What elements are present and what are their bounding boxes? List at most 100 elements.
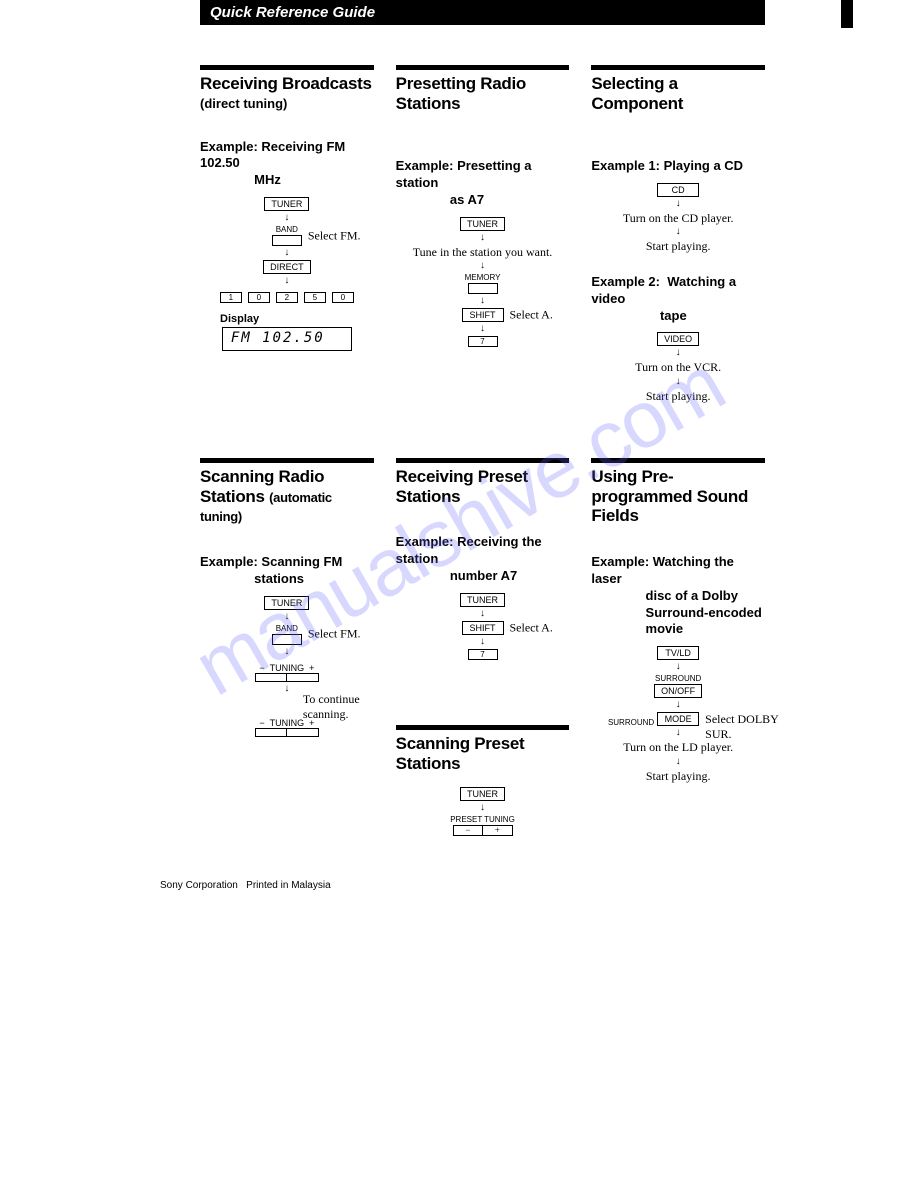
rule: [591, 458, 765, 463]
arrow-icon: ↓: [284, 248, 289, 258]
surround-label: SURROUND: [655, 674, 701, 683]
section-scanning: Scanning RadioStations (automatic tuning…: [200, 458, 374, 836]
arrow-icon: ↓: [480, 296, 485, 306]
arrow-icon: ↓: [676, 199, 681, 209]
start-text: Start playing.: [646, 769, 711, 783]
select-fm-note: Select FM.: [308, 627, 361, 642]
footer: Sony Corporation Printed in Malaysia: [160, 880, 331, 891]
numeric-row: 1 0 2 5 0: [220, 292, 354, 303]
turn-on-text: Turn on the LD player.: [623, 740, 733, 754]
subtitle: [396, 115, 570, 130]
arrow-icon: ↓: [676, 348, 681, 358]
title: Scanning Preset Stations: [396, 734, 570, 773]
title: Selecting a Component: [591, 74, 765, 113]
section-scanning-preset: Scanning Preset Stations TUNER ↓ PRESET …: [396, 725, 570, 836]
digit-button: 0: [332, 292, 354, 303]
row-2: Scanning RadioStations (automatic tuning…: [200, 458, 765, 836]
band-button: [272, 634, 302, 645]
arrow-icon: ↓: [284, 612, 289, 622]
flow: TUNER ↓ BAND Select FM. ↓ DIRECT ↓ 1 0 2: [200, 197, 374, 351]
section-selecting: Selecting a Component Example 1: Playing…: [591, 65, 765, 403]
example-label: Example: Receiving the station number A7: [396, 534, 570, 585]
row-1: Receiving Broadcasts (direct tuning) Exa…: [200, 65, 765, 403]
tuner-button: TUNER: [264, 596, 309, 610]
example-label: Example: Receiving FM 102.50 MHz: [200, 139, 374, 190]
preset-label: PRESET TUNING: [450, 815, 515, 824]
arrow-icon: ↓: [676, 227, 681, 237]
arrow-icon: ↓: [676, 728, 681, 738]
memory-button: [468, 283, 498, 294]
preset-tuning-button: −+: [453, 825, 513, 836]
arrow-icon: ↓: [284, 276, 289, 286]
section-soundfields: Using Pre-programmed Sound Fields Exampl…: [591, 458, 765, 836]
header-bar: Quick Reference Guide: [200, 0, 765, 25]
example1-label: Example 1: Playing a CD: [591, 158, 765, 175]
band-label: BAND: [276, 624, 298, 633]
video-button: VIDEO: [657, 332, 699, 346]
turn-on-text: Turn on the VCR.: [635, 360, 721, 374]
rule: [200, 458, 374, 463]
direct-button: DIRECT: [263, 260, 311, 274]
subtitle: [591, 115, 765, 130]
example-label: Example: Presetting a station as A7: [396, 158, 570, 209]
digit-button: 0: [248, 292, 270, 303]
select-fm-note: Select FM.: [308, 228, 361, 243]
flow-ex1: CD ↓ Turn on the CD player. ↓ Start play…: [591, 183, 765, 254]
arrow-icon: ↓: [480, 233, 485, 243]
flow: TV/LD ↓ SURROUND ON/OFF ↓ SURROUND MODE …: [591, 646, 765, 783]
section-presetting: Presetting Radio Stations Example: Prese…: [396, 65, 570, 403]
digit-button: 1: [220, 292, 242, 303]
arrow-icon: ↓: [480, 609, 485, 619]
seven-button: 7: [468, 649, 498, 660]
mode-button: MODE: [657, 712, 699, 726]
band-button: [272, 235, 302, 246]
arrow-icon: ↓: [480, 637, 485, 647]
tuner-button: TUNER: [460, 217, 505, 231]
tune-in-text: Tune in the station you want.: [413, 245, 553, 259]
title: Receiving Preset Stations: [396, 467, 570, 506]
title: Presetting Radio Stations: [396, 74, 570, 113]
arrow-icon: ↓: [676, 757, 681, 767]
flow: TUNER ↓ BAND Select FM. ↓ −TUNING+ ↓ To …: [200, 596, 374, 737]
title: Receiving Broadcasts: [200, 74, 374, 94]
arrow-icon: ↓: [284, 647, 289, 657]
turn-on-text: Turn on the CD player.: [623, 211, 734, 225]
title: Using Pre-programmed Sound Fields: [591, 467, 765, 526]
arrow-icon: ↓: [480, 803, 485, 813]
arrow-icon: ↓: [480, 261, 485, 271]
page: Quick Reference Guide Receiving Broadcas…: [0, 0, 918, 836]
shift-button: SHIFT: [462, 621, 504, 635]
rule: [591, 65, 765, 70]
subtitle: (direct tuning): [200, 96, 374, 111]
select-dolby-note: Select DOLBYSUR.: [705, 712, 779, 742]
flow: TUNER ↓ SHIFT Select A. ↓ 7: [396, 593, 570, 660]
rule: [396, 725, 570, 730]
rule: [396, 458, 570, 463]
flow: TUNER ↓ Tune in the station you want. ↓ …: [396, 217, 570, 347]
example-label: Example: Scanning FM stations: [200, 554, 374, 588]
continue-note: To continuescanning.: [303, 692, 360, 722]
tuning-bar: −TUNING+: [259, 663, 314, 673]
memory-label: MEMORY: [465, 273, 501, 282]
tuner-button: TUNER: [460, 593, 505, 607]
example2-label: Example 2: Watching a video tape: [591, 274, 765, 325]
band-label: BAND: [276, 225, 298, 234]
cd-button: CD: [657, 183, 699, 197]
display-label: Display: [220, 313, 259, 325]
seven-button: 7: [468, 336, 498, 347]
arrow-icon: ↓: [676, 700, 681, 710]
digit-button: 5: [304, 292, 326, 303]
arrow-icon: ↓: [676, 377, 681, 387]
title: Scanning RadioStations (automatic tuning…: [200, 467, 374, 526]
section-receiving-preset: Receiving Preset Stations Example: Recei…: [396, 458, 570, 836]
tuner-button: TUNER: [460, 787, 505, 801]
flow-ex2: VIDEO ↓ Turn on the VCR. ↓ Start playing…: [591, 332, 765, 403]
tvld-button: TV/LD: [657, 646, 699, 660]
flow: TUNER ↓ PRESET TUNING −+: [396, 787, 570, 836]
select-a-note: Select A.: [510, 308, 553, 323]
display-box: FM 102.50: [222, 327, 352, 351]
arrow-icon: ↓: [676, 662, 681, 672]
start-text: Start playing.: [646, 239, 711, 253]
onoff-button: ON/OFF: [654, 684, 702, 698]
example-label: Example: Watching the laser disc of a Do…: [591, 554, 765, 638]
